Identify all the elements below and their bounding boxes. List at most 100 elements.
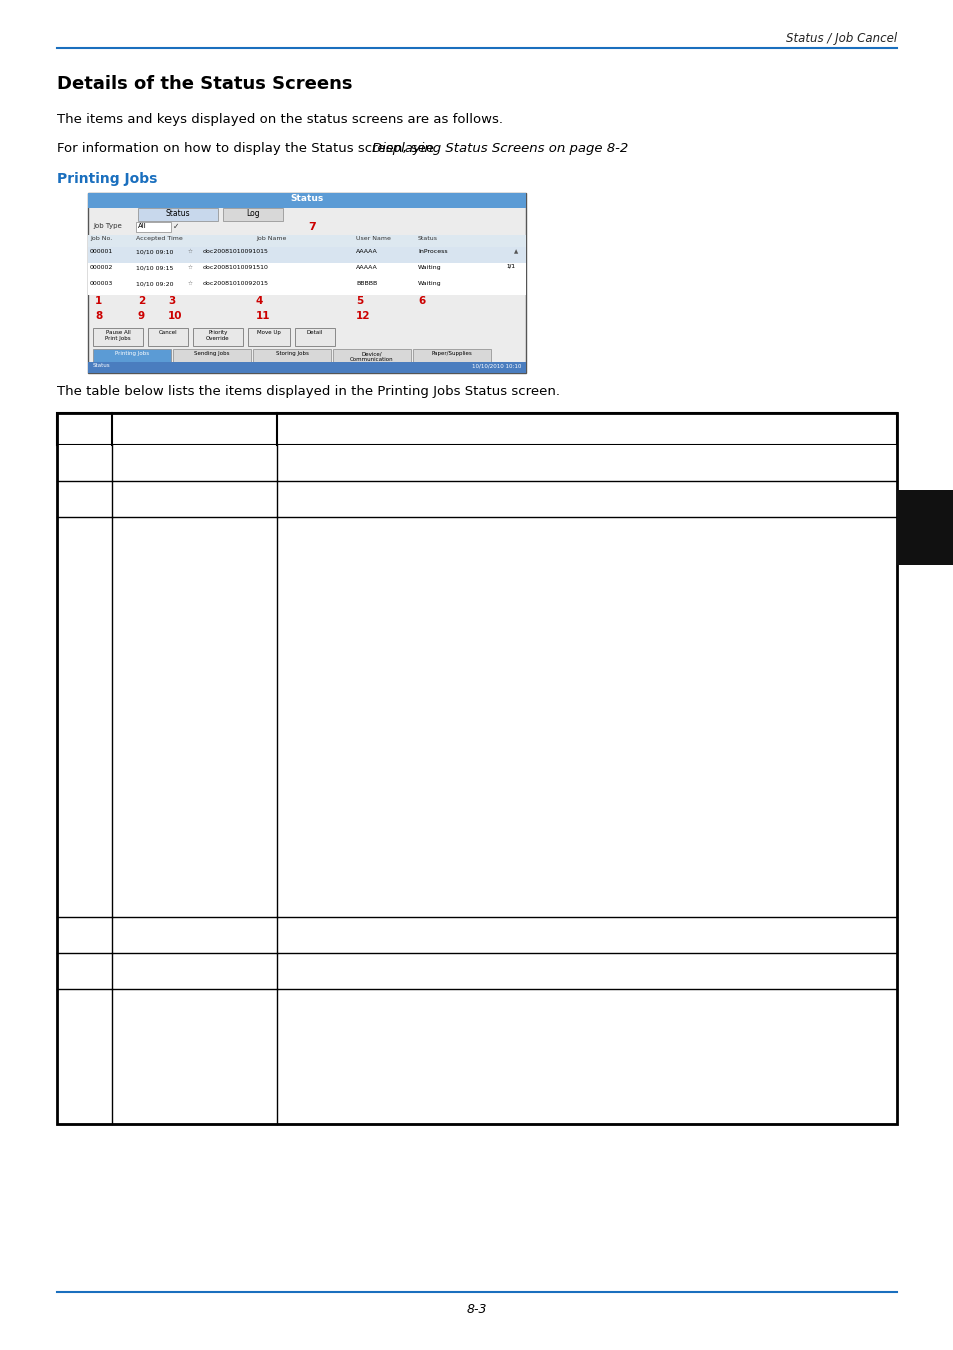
Text: 10/10 09:20: 10/10 09:20 [136, 281, 173, 286]
Text: Status: Status [166, 209, 190, 217]
Text: Status: Status [417, 236, 437, 242]
Text: Displaying Status Screens on page 8-2: Displaying Status Screens on page 8-2 [372, 142, 627, 155]
Text: doc20081010091015: doc20081010091015 [203, 248, 269, 254]
Text: 000001: 000001 [90, 248, 113, 254]
Text: 000003: 000003 [90, 281, 113, 286]
Text: ■i-FAX reception: ■i-FAX reception [285, 667, 397, 680]
Text: AAAAA: AAAAA [355, 265, 377, 270]
Bar [57, 917, 896, 953]
Text: No.: No. [71, 421, 97, 435]
Bar [88, 362, 525, 373]
Text: 8: 8 [95, 310, 102, 321]
Text: 1/1: 1/1 [505, 263, 515, 269]
Bar [57, 413, 896, 446]
Bar [896, 490, 953, 566]
Bar [92, 328, 143, 346]
Text: AAAAA: AAAAA [355, 248, 377, 254]
Text: Job Name or file name: Job Name or file name [285, 927, 433, 940]
Text: User Name: User Name [120, 963, 193, 976]
Text: ■Application job: ■Application job [285, 751, 396, 764]
Text: 6: 6 [417, 296, 425, 306]
Text: ■Data from Removable Memory: ■Data from Removable Memory [285, 724, 500, 736]
Text: 1: 1 [80, 455, 89, 468]
Text: Status: Status [92, 363, 111, 369]
Text: Sending Jobs: Sending Jobs [194, 351, 230, 356]
Text: 11: 11 [255, 310, 271, 321]
Bar [88, 247, 525, 263]
Text: ■Printer job: ■Printer job [285, 583, 366, 595]
Text: Waiting:        Print Waiting: Waiting: Print Waiting [285, 1056, 458, 1069]
Bar [193, 328, 243, 346]
Text: Acceptance No. of job: Acceptance No. of job [285, 455, 430, 468]
Text: 5: 5 [355, 296, 363, 306]
Bar [57, 413, 896, 1125]
Text: 12: 12 [355, 310, 370, 321]
Text: Device/
Communication: Device/ Communication [350, 351, 394, 362]
Bar [57, 517, 896, 917]
Bar [88, 193, 525, 208]
Text: Status of job: Status of job [285, 999, 369, 1012]
Text: Accepted Time: Accepted Time [120, 491, 219, 504]
Text: .: . [561, 142, 565, 155]
Text: 10/10 09:10: 10/10 09:10 [136, 248, 173, 254]
Text: Waiting: Waiting [417, 281, 441, 286]
Text: 2: 2 [80, 491, 89, 504]
Text: The table below lists the items displayed in the Printing Jobs Status screen.: The table below lists the items displaye… [57, 385, 559, 398]
Text: Pause All
Print Jobs: Pause All Print Jobs [105, 329, 131, 340]
Bar [148, 328, 188, 346]
Text: doc20081010091510: doc20081010091510 [203, 265, 269, 270]
Text: 8-3: 8-3 [466, 1303, 487, 1316]
Text: 1/1: 1/1 [505, 263, 515, 269]
Text: 9: 9 [138, 310, 145, 321]
Text: ■Copy job: ■Copy job [285, 555, 355, 568]
Bar [413, 350, 491, 365]
Text: Job Name: Job Name [120, 927, 184, 940]
Bar [88, 235, 525, 247]
Bar [88, 263, 525, 279]
Text: Accepted Time: Accepted Time [136, 236, 183, 242]
Text: 10: 10 [168, 310, 182, 321]
Text: ☆: ☆ [188, 281, 193, 286]
Text: 3: 3 [80, 526, 89, 540]
Text: Printing:       Printing: Printing: Printing [285, 1037, 421, 1050]
Text: The items and keys displayed on the status screens are as follows.: The items and keys displayed on the stat… [57, 113, 502, 126]
Text: doc20081010092015: doc20081010092015 [203, 281, 269, 286]
Text: Detail: Detail [563, 421, 610, 435]
Text: Job Name: Job Name [255, 236, 286, 242]
Text: Status: Status [290, 194, 323, 202]
Text: Detail: Detail [307, 329, 323, 335]
Text: Details of the Status Screens: Details of the Status Screens [57, 76, 352, 93]
Text: User Name for the executed job: User Name for the executed job [285, 963, 497, 976]
Text: Icons that indicate the job type: Icons that indicate the job type [285, 526, 494, 540]
Text: ☆: ☆ [188, 248, 193, 254]
Text: 000002: 000002 [90, 265, 113, 270]
Text: Priority
Override: Priority Override [206, 329, 230, 340]
Bar [253, 350, 331, 365]
Bar [88, 279, 525, 296]
Text: BBBBB: BBBBB [355, 281, 376, 286]
Text: 4: 4 [255, 296, 263, 306]
Text: Printing Jobs: Printing Jobs [57, 171, 157, 186]
Bar [57, 446, 896, 481]
Bar [57, 481, 896, 517]
Text: Printing Jobs: Printing Jobs [114, 351, 149, 356]
Bar [57, 953, 896, 990]
Text: Waiting: Waiting [417, 265, 441, 270]
Text: Cancel: Cancel [158, 329, 177, 335]
Text: 6: 6 [80, 999, 89, 1012]
Text: Move Up: Move Up [256, 329, 280, 335]
Text: Canceling:    Canceling the job: Canceling: Canceling the job [285, 1094, 489, 1107]
Text: ☆: ☆ [188, 265, 193, 270]
Bar [138, 208, 218, 221]
Bar [172, 350, 251, 365]
Text: Log: Log [246, 209, 259, 217]
Text: 8: 8 [911, 502, 938, 540]
Text: Job No.: Job No. [120, 455, 167, 468]
Text: 3: 3 [168, 296, 175, 306]
Text: 7: 7 [308, 221, 315, 232]
Text: Job Type: Job Type [92, 223, 122, 230]
Bar [88, 193, 525, 373]
Text: User Name: User Name [355, 236, 391, 242]
Text: InProcess: InProcess [417, 248, 447, 254]
Text: InProcess:    The status before starting to print.: InProcess: The status before starting to… [285, 1018, 599, 1031]
